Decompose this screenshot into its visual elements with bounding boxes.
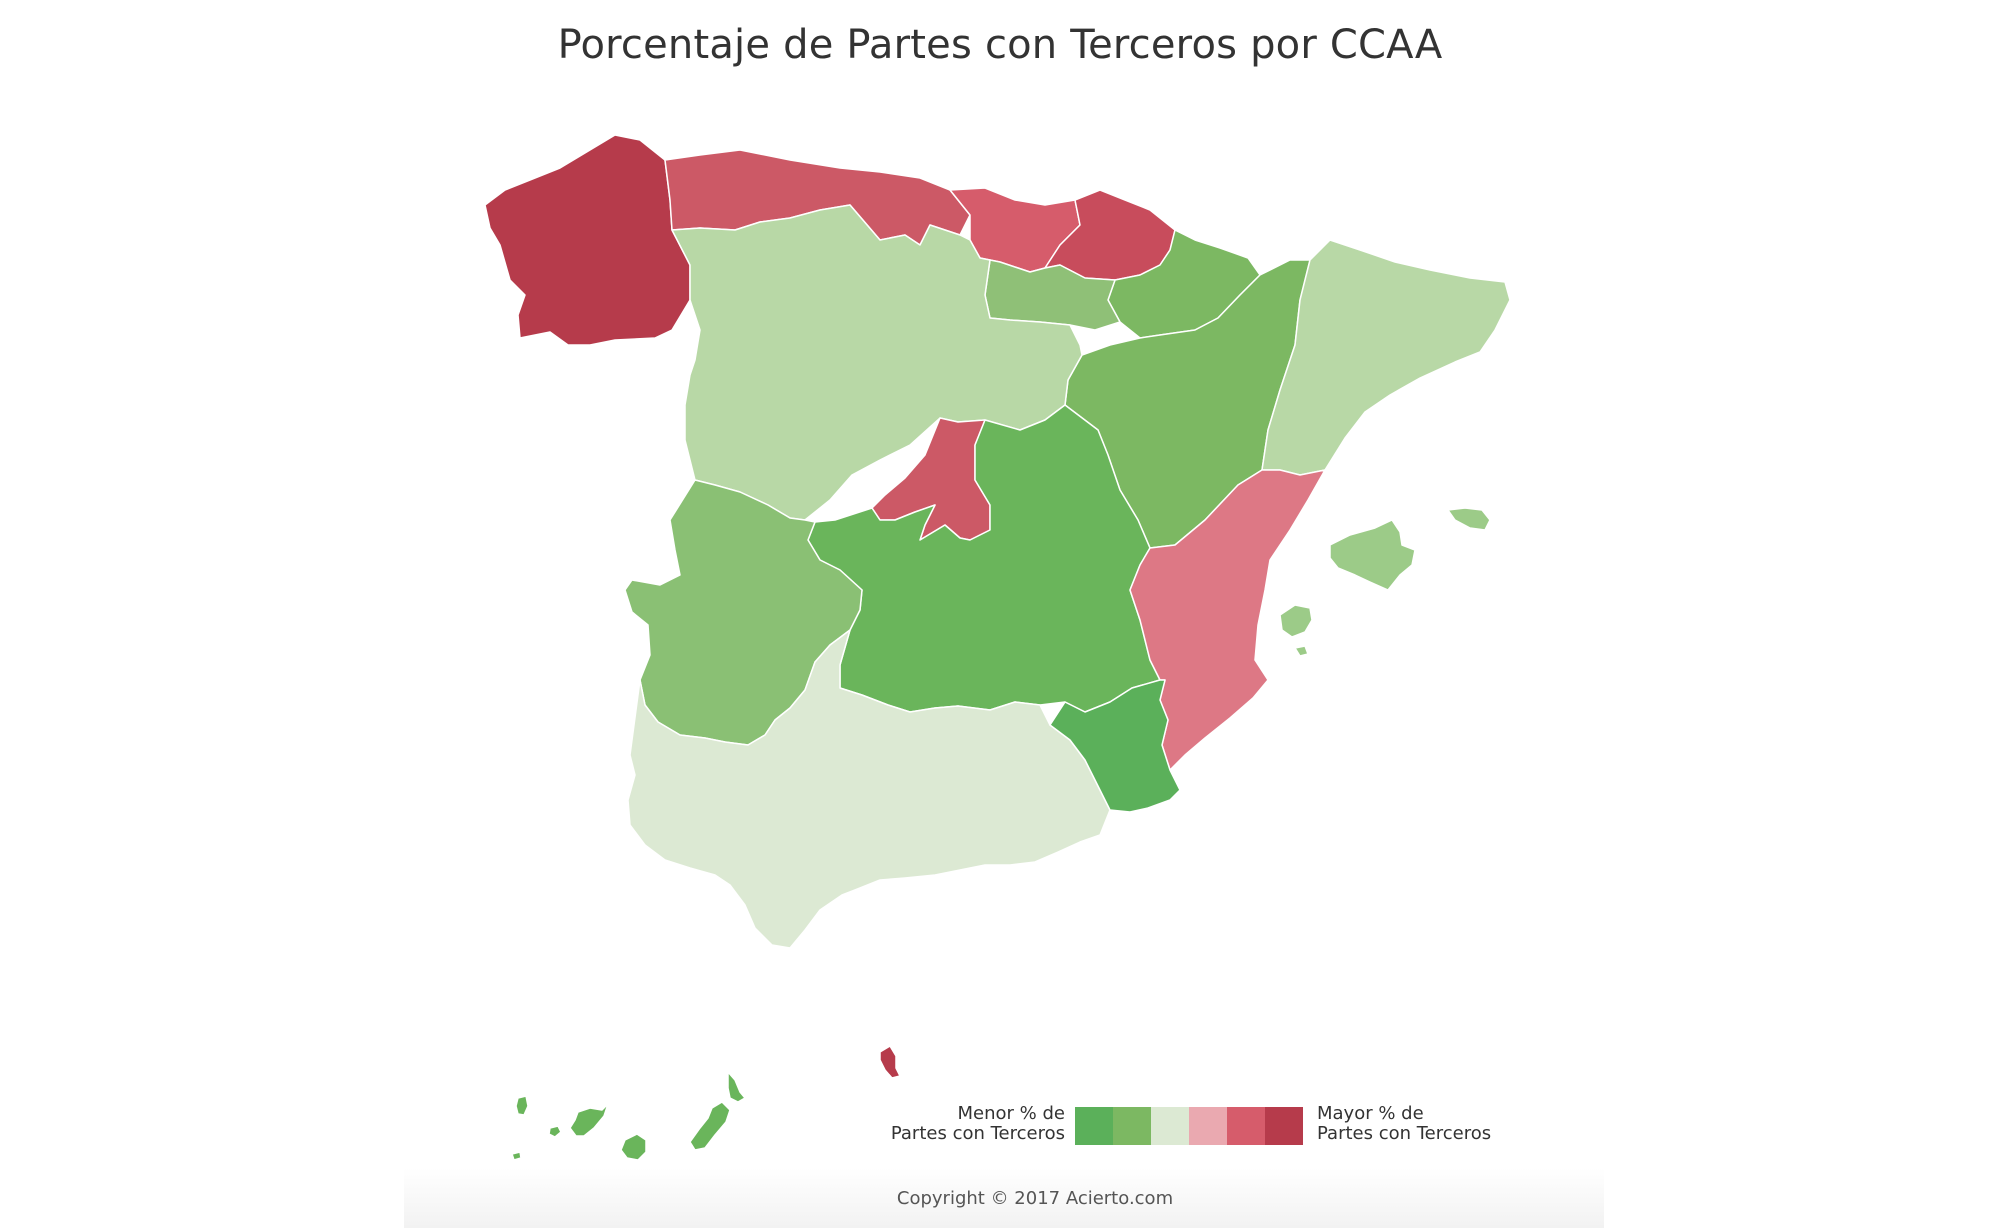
region-murcia[interactable] (1049, 679, 1181, 813)
legend-swatch-4 (1189, 1107, 1227, 1145)
region-canarias-el-hierro[interactable] (511, 1151, 522, 1161)
legend-color-scale (1075, 1107, 1303, 1145)
legend-swatch-6 (1265, 1107, 1303, 1145)
region-ceuta[interactable] (879, 1045, 901, 1079)
copyright-text: Copyright © 2017 Acierto.com (896, 1188, 1174, 1209)
region-canarias-gran-canaria[interactable] (620, 1133, 647, 1161)
region-baleares-mallorca[interactable] (1329, 519, 1416, 591)
legend-swatch-3 (1151, 1107, 1189, 1145)
region-canarias-tenerife[interactable] (569, 1103, 609, 1137)
region-canarias-la-gomera[interactable] (548, 1125, 562, 1138)
region-canarias-la-palma[interactable] (515, 1095, 529, 1116)
region-cataluna[interactable] (1261, 239, 1511, 476)
page-title: Porcentaje de Partes con Terceros por CC… (557, 22, 1443, 68)
region-baleares-menorca[interactable] (1447, 507, 1491, 531)
region-canarias-fuerteventura[interactable] (689, 1101, 731, 1151)
region-canarias-lanzarote[interactable] (727, 1071, 746, 1103)
region-baleares-formentera[interactable] (1294, 645, 1309, 657)
legend-swatch-5 (1227, 1107, 1265, 1145)
legend-swatch-1 (1075, 1107, 1113, 1145)
legend-low-label: Menor % de Partes con Terceros (860, 1104, 1065, 1144)
legend-high-label-line2: Partes con Terceros (1317, 1123, 1492, 1144)
footer-band (404, 1168, 1604, 1228)
region-galicia[interactable] (484, 134, 691, 346)
region-valencia[interactable] (1129, 469, 1326, 771)
legend-high-label-line1: Mayor % de (1317, 1103, 1424, 1124)
legend-low-label-line2: Partes con Terceros (890, 1123, 1065, 1144)
legend-low-label-line1: Menor % de (957, 1103, 1065, 1124)
legend-high-label: Mayor % de Partes con Terceros (1317, 1104, 1557, 1144)
region-baleares-ibiza[interactable] (1279, 604, 1313, 638)
legend-swatch-2 (1113, 1107, 1151, 1145)
